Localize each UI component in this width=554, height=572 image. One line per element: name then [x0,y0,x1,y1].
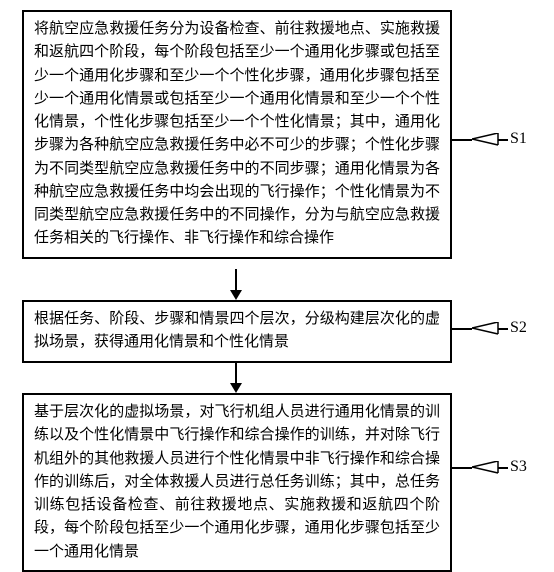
label-connector-line [452,328,472,330]
step-box-s2: 根据任务、阶段、步骤和情景四个层次，分级构建层次化的虚拟场景，获得通用化情景和个… [22,300,452,363]
arrow-line [235,361,237,383]
label-connector-line [452,467,472,469]
label-connector-line [498,139,508,141]
step-label-s2: S2 [510,319,527,337]
label-connector-line [498,328,508,330]
step-box-s3: 基于层次化的虚拟场景，对飞行机组人员进行通用化情景的训练以及个性化情景中飞行操作… [22,393,452,572]
connector-s1-s2 [230,269,242,300]
connector-s2-s3 [230,361,242,393]
step-label-s3: S3 [510,458,527,476]
step-label-s1: S1 [510,130,527,148]
label-connector-diag [472,133,507,158]
label-connector-diag [472,322,507,347]
arrow-line [235,269,237,290]
arrow-head-icon [230,290,242,300]
step-box-s1: 将航空应急救援任务分为设备检查、前往救援地点、实施救援和返航四个阶段，每个阶段包… [22,10,452,259]
arrow-head-icon [230,383,242,393]
label-connector-line [452,139,472,141]
step-text-s1: 将航空应急救援任务分为设备检查、前往救援地点、实施救援和返航四个阶段，每个阶段包… [34,21,440,246]
step-text-s2: 根据任务、阶段、步骤和情景四个层次，分级构建层次化的虚拟场景，获得通用化情景和个… [34,311,440,350]
label-connector-line [498,467,508,469]
step-text-s3: 基于层次化的虚拟场景，对飞行机组人员进行通用化情景的训练以及个性化情景中飞行操作… [34,404,440,560]
label-connector-diag [472,461,507,486]
